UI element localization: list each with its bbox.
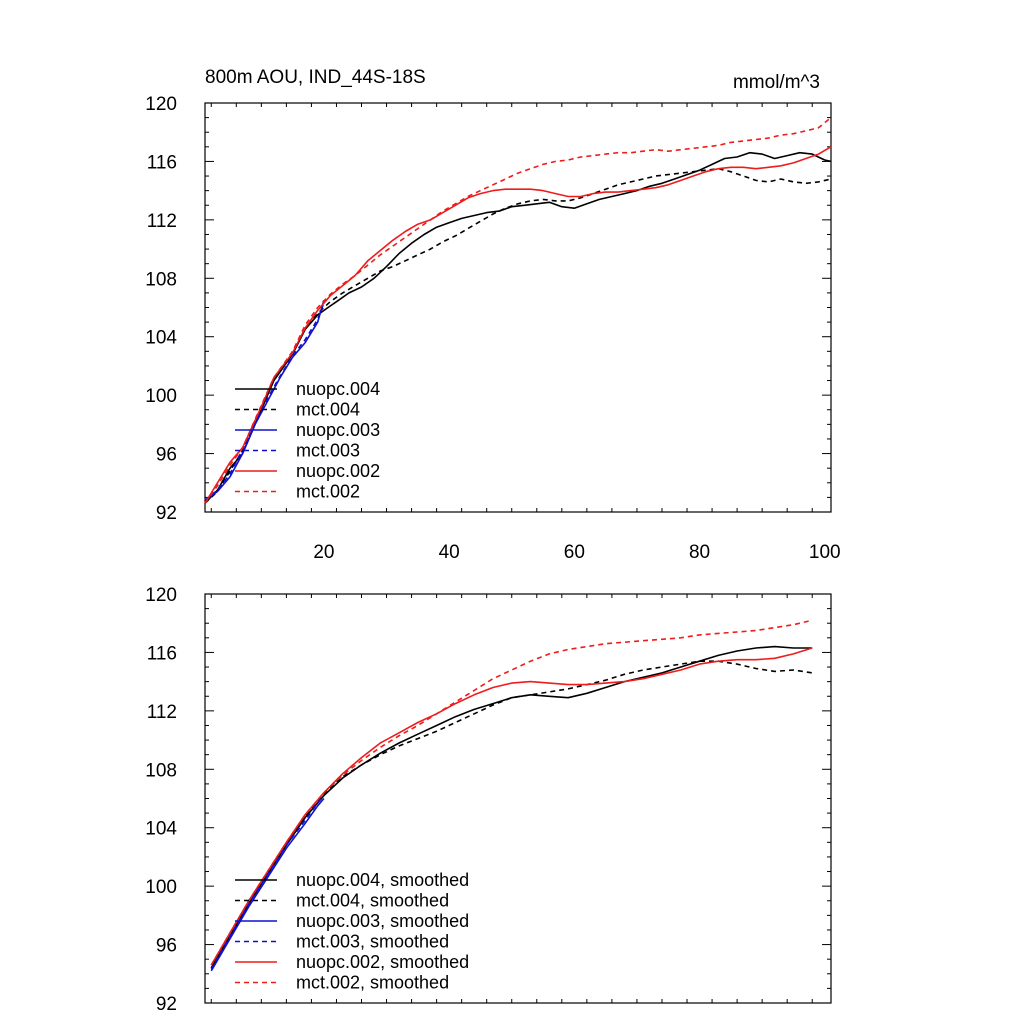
x-tick-label: 20 xyxy=(313,542,334,563)
bottom-panel-chart: 92 96 100 104 108 112 116 120 nuopc.004, smoothe… xyxy=(145,585,832,1015)
y-tick-label: 116 xyxy=(147,152,177,173)
legend-label: mct.004, smoothed xyxy=(296,891,449,911)
units-label: mmol/m^3 xyxy=(733,72,820,93)
y-tick-label: 104 xyxy=(145,328,177,349)
legend-label: nuopc.004 xyxy=(296,379,380,399)
y-tick-label: 100 xyxy=(145,386,177,407)
y-tick-label: 92 xyxy=(156,503,177,524)
series-line-nuopc-003-smoothed xyxy=(210,797,325,972)
legend-label: nuopc.002, smoothed xyxy=(296,952,469,972)
top-panel-chart: 92 96 100 104 108 112 116 120 20 40 60 80 100 nuopc.0… xyxy=(145,94,840,563)
x-tick-label: 60 xyxy=(564,542,585,563)
y-tick-label: 108 xyxy=(145,760,177,781)
series-line-nuopc-004 xyxy=(204,151,832,504)
y-tick-label: 96 xyxy=(156,445,177,466)
legend-label: mct.002 xyxy=(296,482,360,502)
y-tick-label: 112 xyxy=(147,211,177,232)
series-line-nuopc-002-smoothed xyxy=(210,647,813,966)
legend-label: nuopc.004, smoothed xyxy=(296,870,469,890)
chart-title: 800m AOU, IND_44S-18S xyxy=(205,67,426,88)
legend-label: mct.003 xyxy=(296,441,360,461)
y-tick-label: 120 xyxy=(145,94,177,115)
x-tick-label: 80 xyxy=(689,542,710,563)
series-line-mct-002 xyxy=(204,116,832,504)
legend-label: nuopc.003 xyxy=(296,420,380,440)
y-tick-label: 120 xyxy=(145,585,177,606)
series-line-mct-003-smoothed xyxy=(210,795,325,970)
y-tick-label: 108 xyxy=(145,269,177,290)
y-tick-label: 96 xyxy=(156,936,177,957)
legend-label: mct.002, smoothed xyxy=(296,973,449,993)
legend-label: mct.003, smoothed xyxy=(296,932,449,952)
y-tick-label: 104 xyxy=(145,819,177,840)
y-tick-label: 92 xyxy=(156,994,177,1015)
series-line-nuopc-004-smoothed xyxy=(210,645,813,969)
y-tick-label: 100 xyxy=(145,877,177,898)
series-line-nuopc-002 xyxy=(204,146,832,504)
y-tick-label: 112 xyxy=(147,702,177,723)
series-line-mct-004-smoothed xyxy=(210,660,813,969)
x-tick-label: 100 xyxy=(809,542,841,563)
series-line-nuopc-003 xyxy=(204,299,325,501)
series-line-mct-004 xyxy=(204,167,832,504)
y-tick-label: 116 xyxy=(147,643,177,664)
legend-label: nuopc.002 xyxy=(296,461,380,481)
x-tick-label: 40 xyxy=(439,542,460,563)
series-line-mct-003 xyxy=(204,302,325,501)
legend-label: mct.004 xyxy=(296,400,360,420)
legend-label: nuopc.003, smoothed xyxy=(296,911,469,931)
